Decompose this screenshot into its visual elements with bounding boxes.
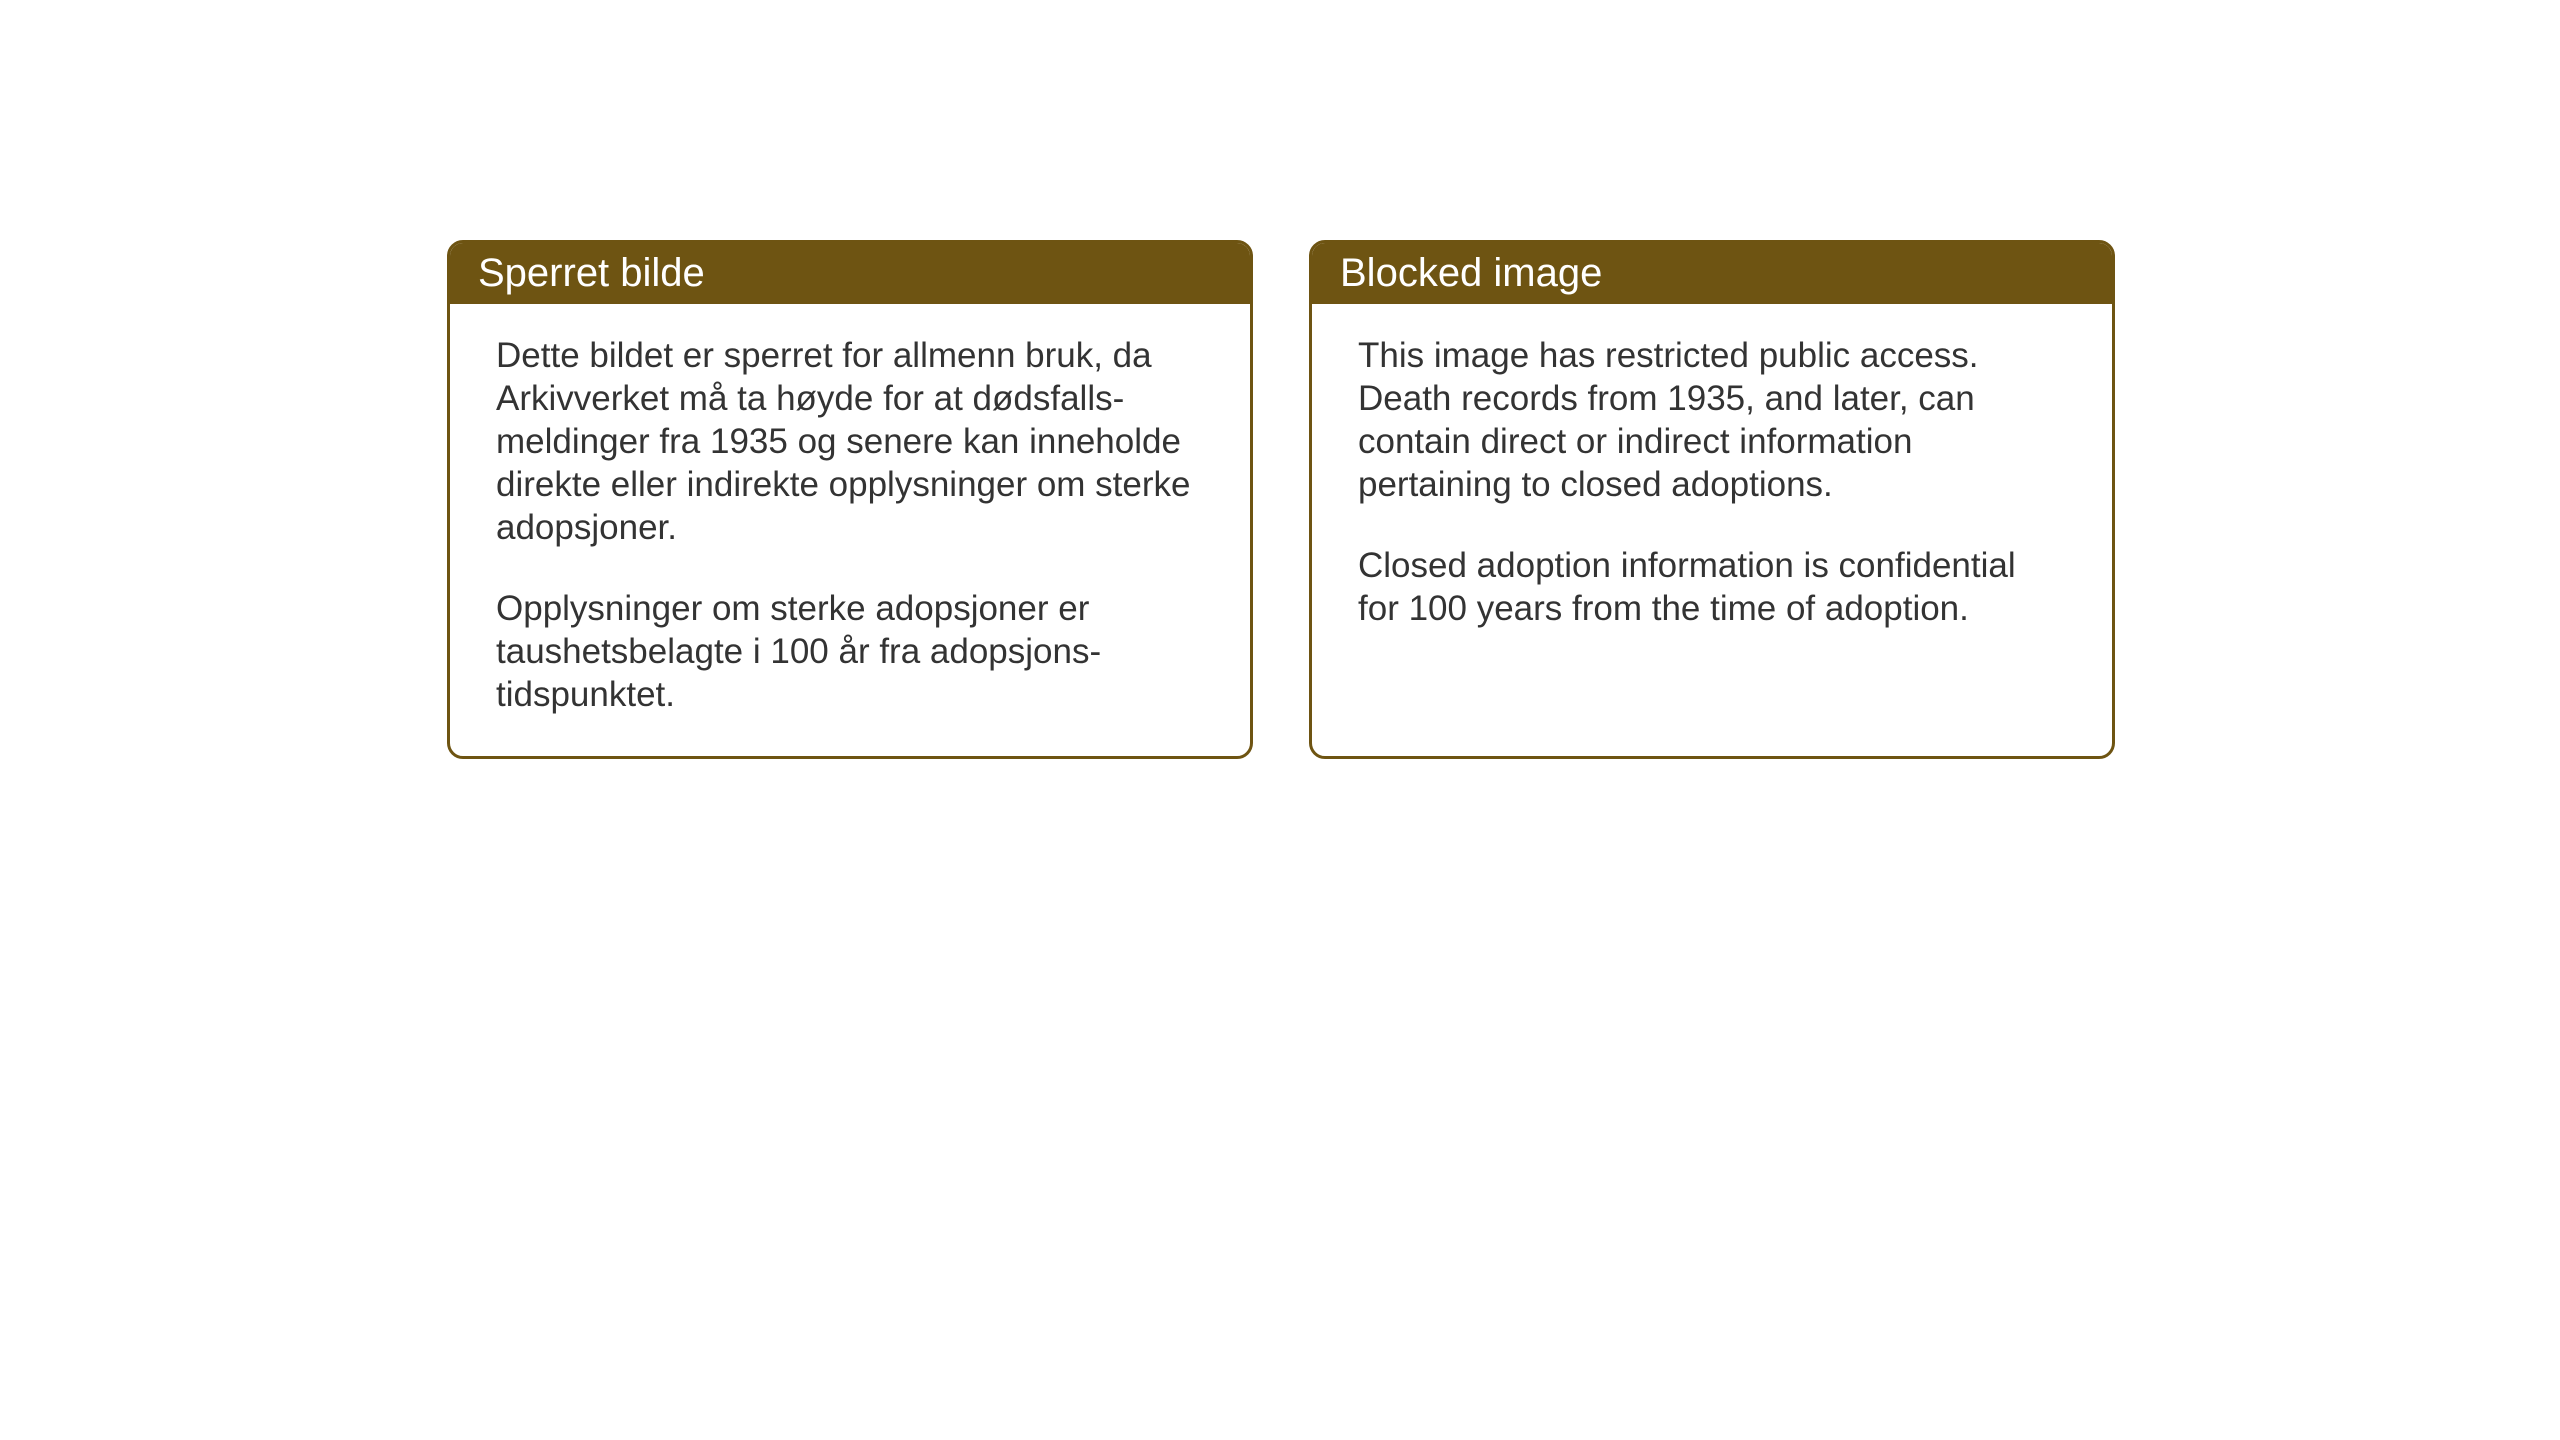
english-card-body: This image has restricted public access.…: [1312, 304, 2112, 704]
english-paragraph-2: Closed adoption information is confident…: [1358, 544, 2066, 630]
norwegian-card-title: Sperret bilde: [478, 251, 705, 295]
cards-container: Sperret bilde Dette bildet er sperret fo…: [447, 240, 2115, 759]
norwegian-paragraph-2: Opplysninger om sterke adopsjoner er tau…: [496, 587, 1204, 716]
norwegian-paragraph-1: Dette bildet er sperret for allmenn bruk…: [496, 334, 1204, 549]
english-card-header: Blocked image: [1312, 243, 2112, 304]
english-card-title: Blocked image: [1340, 251, 1602, 295]
english-card: Blocked image This image has restricted …: [1309, 240, 2115, 759]
english-paragraph-1: This image has restricted public access.…: [1358, 334, 2066, 506]
norwegian-card: Sperret bilde Dette bildet er sperret fo…: [447, 240, 1253, 759]
norwegian-card-body: Dette bildet er sperret for allmenn bruk…: [450, 304, 1250, 756]
norwegian-card-header: Sperret bilde: [450, 243, 1250, 304]
